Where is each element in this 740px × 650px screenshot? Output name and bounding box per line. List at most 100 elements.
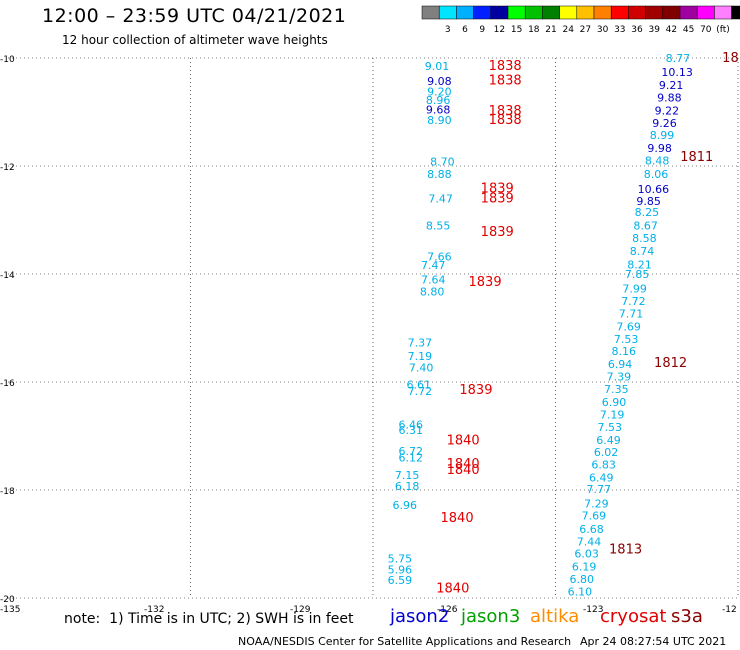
swh-label-s3a: 5.96 [388,563,413,576]
x-tick-label: -12 [722,605,737,615]
swh-label-s3a: 6.18 [395,480,420,493]
color-scale-label: 18 [528,25,540,35]
swh-label-s3a: 7.72 [621,295,646,308]
swh-label-s3a: 6.83 [591,459,616,472]
y-tick-label: -16 [0,379,15,389]
chart-title: 12:00 – 23:59 UTC 04/21/2021 [42,5,347,27]
swh-label-time: 1811 [680,150,713,165]
swh-label-jason2: 9.68 [426,103,451,116]
swh-label-s3a: 7.15 [395,469,420,482]
swh-label-time: 1838 [489,113,522,128]
swh-label-s3a: 8.25 [635,206,660,219]
swh-label-s3a: 7.69 [616,320,641,333]
swh-label-s3a: 7.53 [597,421,622,434]
swh-label-s3a: 9.01 [425,60,450,73]
credit-text: NOAA/NESDIS Center for Satellite Applica… [238,635,572,648]
swh-label-s3a: 8.77 [666,52,691,65]
color-scale-label: 36 [631,25,643,35]
swh-label-jason2: 9.85 [636,195,661,208]
swh-label-s3a: 6.68 [579,523,604,536]
swh-label-s3a: 7.19 [408,350,433,363]
y-tick-label: -18 [0,487,15,497]
x-tick-label: -129 [290,605,311,615]
swh-label-s3a: 7.29 [584,498,609,511]
swh-label-s3a: 8.58 [632,232,657,245]
swh-label-s3a: 7.71 [619,307,644,320]
color-scale-label: 6 [462,25,468,35]
swh-label-jason2: 9.08 [427,75,452,88]
chart-subtitle: 12 hour collection of altimeter wave hei… [62,33,328,47]
color-scale-label: 9 [479,25,485,35]
swh-label-s3a: 7.53 [614,333,639,346]
swh-label-s3a: 7.47 [421,259,446,272]
swh-label-s3a: 7.39 [607,371,632,384]
color-scale-label: 33 [614,25,625,35]
color-scale-label: (ft) [716,25,730,35]
swh-label-time: 1812 [654,356,687,371]
timestamp-text: Apr 24 08:27:54 UTC 2021 [580,635,727,648]
color-scale-bar: 3 6 9 12 15 18 21 24 27 30 33 36 39 42 45 70 (ft) [421,5,740,35]
swh-label-s3a: 7.19 [600,408,625,421]
color-swatch [731,5,740,20]
x-tick-label: -135 [0,605,20,615]
color-scale-label: 21 [545,25,556,35]
swh-label-s3a: 7.99 [622,283,647,296]
swh-label-s3a: 7.72 [408,385,433,398]
swh-label-time: 1840 [436,581,469,596]
swh-label-jason2: 9.26 [652,117,677,130]
swh-label-s3a: 6.49 [596,434,621,447]
swh-label-time: 1840 [447,433,480,448]
swh-label-s3a: 7.44 [577,535,602,548]
x-tick-label: -123 [583,605,603,615]
x-tick-label: -126 [437,605,458,615]
swh-label-s3a: 5.75 [388,553,413,566]
y-tick-label: -12 [0,163,15,173]
swh-label-s3a: 6.94 [608,358,633,371]
swh-label-s3a: 7.40 [409,361,434,374]
swh-label-s3a: 8.16 [611,345,636,358]
swh-label-s3a: 8.48 [645,155,670,168]
swh-label-s3a: 8.99 [650,129,675,142]
y-tick-label: -14 [0,271,15,281]
swh-label-s3a: 6.31 [399,424,424,437]
swh-label-s3a: 7.66 [427,251,452,264]
y-tick-label: -10 [0,55,15,65]
swh-label-time: 1838 [489,59,522,74]
color-scale-label: 42 [666,25,677,35]
swh-label-s3a: 6.49 [589,472,614,485]
swh-label-s3a: 8.21 [627,258,652,271]
swh-label-s3a: 9.20 [427,85,452,98]
swh-label-s3a: 6.61 [406,379,431,392]
swh-label-s3a: 6.02 [594,446,619,459]
color-scale-label: 39 [648,25,660,35]
swh-label-s3a: 7.85 [625,268,650,281]
swh-label-jason2: 10.13 [661,66,693,79]
swh-label-s3a: 8.55 [426,219,451,232]
swh-label-s3a: 8.06 [644,168,669,181]
swh-label-s3a: 7.35 [604,383,629,396]
color-scale-label: 70 [700,25,712,35]
swh-label-s3a: 8.70 [430,156,455,169]
swh-label-jason2: 9.22 [655,104,680,117]
swh-label-s3a: 6.59 [388,574,413,587]
plot-area: -10 -12 -14 -16 -18 -20-135 -132 -129 -126 -123 -1… [0,51,740,615]
swh-label-s3a: 8.90 [427,114,452,127]
color-scale-label: 30 [597,25,609,35]
swh-label-time: 1839 [481,182,514,197]
swh-label-s3a: 7.69 [582,509,607,522]
swh-label-s3a: 6.10 [568,586,593,599]
swh-label-s3a: 6.46 [399,419,424,432]
swh-label-s3a: 7.47 [428,192,453,205]
swh-label-s3a: 8.88 [427,168,452,181]
swh-label-time: 1810 [722,51,740,66]
swh-label-time: 1840 [447,463,480,478]
color-scale-label: 45 [683,25,694,35]
color-scale-label: 24 [562,25,574,35]
swh-label-s3a: 7.37 [408,337,433,350]
swh-label-time: 1839 [481,225,514,240]
swh-label-s3a: 8.96 [426,94,451,107]
swh-label-s3a: 8.74 [630,245,655,258]
swh-label-time: 1838 [489,104,522,119]
swh-label-time: 1838 [489,74,522,89]
swh-label-time: 1840 [447,457,480,472]
